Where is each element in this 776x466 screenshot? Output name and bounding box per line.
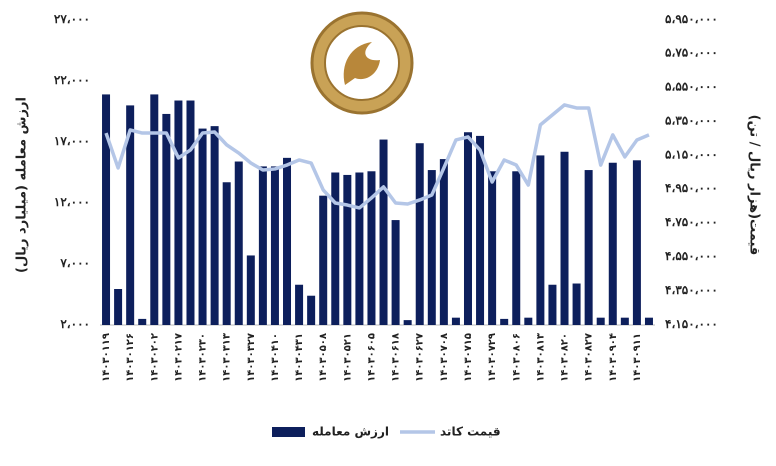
x-tick-label: ۱۴۰۳۰۶۲۷ <box>415 333 426 382</box>
x-tick-label: ۱۴۰۳۰۱۱۹ <box>101 333 112 382</box>
bar <box>476 135 485 325</box>
y2-axis-title: قیمت(هزار ریال / تن) <box>747 115 762 256</box>
x-tick-label: ۱۴۰۳۰۲۳۰ <box>198 333 209 382</box>
y-tick-label: ۲۲،۰۰۰ <box>54 73 90 87</box>
bar <box>620 317 629 325</box>
bar <box>391 220 400 325</box>
x-tick-label: ۱۴۰۳۰۴۳۱ <box>294 333 305 382</box>
line <box>104 103 650 210</box>
bar <box>162 113 171 325</box>
x-tick-label: ۱۴۰۳۰۹۱۱ <box>632 333 643 382</box>
bar <box>596 317 605 325</box>
bar <box>126 105 135 326</box>
bar <box>427 170 436 325</box>
bar <box>608 162 617 325</box>
logo <box>310 11 414 115</box>
x-tick-label: ۱۴۰۳۰۸۲۷ <box>584 333 595 382</box>
y2-tick-label: ۴،۵۵۰،۰۰۰ <box>665 249 718 263</box>
y-tick-label: ۲۷،۰۰۰ <box>54 12 90 26</box>
bar <box>222 182 231 325</box>
x-tick-label: ۱۴۰۳۰۵۰۸ <box>318 333 329 382</box>
y-axis-title: ارزش معامله (میلیارد ریال) <box>15 97 30 273</box>
x-tick-label: ۱۴۰۳۰۶۱۸ <box>391 333 402 382</box>
bar <box>572 283 581 325</box>
y2-tick-label: ۵،۹۵۰،۰۰۰ <box>665 12 718 26</box>
x-tick-label: ۱۴۰۳۰۷۱۵ <box>463 333 474 382</box>
x-tick-label: ۱۴۰۳۰۸۲۰ <box>560 333 571 382</box>
x-tick-label: ۱۴۰۳۰۲۱۷ <box>173 333 184 382</box>
x-tick-label: ۱۴۰۳۰۹۰۴ <box>608 333 619 382</box>
bar <box>463 132 472 325</box>
bar <box>102 94 111 325</box>
x-tick-label: ۱۴۰۳۰۵۲۱ <box>342 333 353 382</box>
bar <box>343 174 352 325</box>
bar <box>331 172 340 325</box>
y2-tick-label: ۵،۱۵۰،۰۰۰ <box>665 147 718 161</box>
bar <box>174 100 183 326</box>
bar <box>307 295 316 325</box>
bar <box>632 160 641 325</box>
bar <box>246 255 255 325</box>
y2-tick-label: ۴،۱۵۰،۰۰۰ <box>665 317 718 331</box>
bar <box>367 171 376 325</box>
y2-tick-label: ۵،۵۵۰،۰۰۰ <box>665 80 718 94</box>
bar <box>548 284 557 325</box>
x-tick-label: ۱۴۰۳۰۶۰۵ <box>366 333 377 382</box>
bar <box>488 171 497 325</box>
bar <box>439 159 448 325</box>
x-tick-label: ۱۴۰۳۰۷۲۹ <box>487 333 498 382</box>
bar <box>512 171 521 325</box>
bar <box>355 172 364 325</box>
bar <box>379 139 388 325</box>
x-tick-label: ۱۴۰۳۰۳۱۳ <box>222 333 233 382</box>
bar <box>524 317 533 325</box>
y2-tick-label: ۵،۳۵۰،۰۰۰ <box>665 113 718 127</box>
x-tick-label: ۱۴۰۳۰۴۱۰ <box>270 333 281 382</box>
bar <box>451 317 460 325</box>
bar <box>138 318 147 325</box>
x-tick-label: ۱۴۰۳۰۸۰۶ <box>511 333 522 382</box>
legend-label: ارزش معامله <box>312 425 389 439</box>
bar <box>270 166 279 325</box>
x-tick-label: ۱۴۰۳۰۳۲۷ <box>246 333 257 382</box>
bar <box>283 157 292 325</box>
bar <box>560 151 569 325</box>
x-tick-label: ۱۴۰۳۰۷۰۸ <box>439 333 450 382</box>
bar <box>644 317 653 325</box>
x-tick-label: ۱۴۰۳۰۱۲۶ <box>125 333 136 382</box>
bar <box>114 289 123 325</box>
y2-tick-label: ۵،۷۵۰،۰۰۰ <box>665 46 718 60</box>
bar <box>186 100 195 326</box>
bar <box>210 126 219 325</box>
y-tick-label: ۱۲،۰۰۰ <box>54 195 90 209</box>
x-tick-label: ۱۴۰۳۰۲۰۲ <box>149 333 160 382</box>
legend-swatch <box>272 427 305 437</box>
bar <box>403 320 412 325</box>
y-tick-label: ۷،۰۰۰ <box>59 256 90 270</box>
y-tick-label: ۱۷،۰۰۰ <box>54 134 90 148</box>
y2-tick-label: ۴،۹۵۰،۰۰۰ <box>665 181 718 195</box>
bar <box>258 166 267 325</box>
y-tick-label: ۲،۰۰۰ <box>60 317 90 331</box>
bar <box>319 195 328 325</box>
x-tick-label: ۱۴۰۳۰۸۱۳ <box>535 333 546 382</box>
y2-tick-label: ۴،۳۵۰،۰۰۰ <box>665 283 718 297</box>
y2-tick-label: ۴،۷۵۰،۰۰۰ <box>665 215 718 229</box>
legend-label: قیمت کاتد <box>440 425 501 439</box>
bar <box>584 170 593 325</box>
bar <box>150 94 159 325</box>
bar <box>234 161 243 325</box>
bar <box>500 318 509 325</box>
bar <box>198 128 207 325</box>
bar <box>415 143 424 325</box>
bar <box>295 284 304 325</box>
bar <box>536 155 545 325</box>
